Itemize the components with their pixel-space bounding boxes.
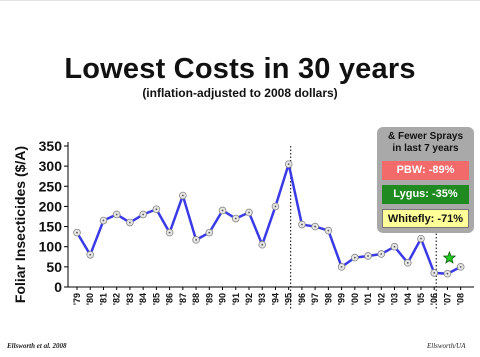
data-point-center <box>248 211 250 214</box>
x-tick-label: '93 <box>257 293 267 305</box>
whitefly-reduction-badge: Whitefly: -71% <box>382 209 469 228</box>
data-point-center <box>274 205 277 208</box>
y-axis-title: Foliar Insecticides ($/A) <box>12 146 28 303</box>
y-tick-label: 350 <box>39 138 63 154</box>
x-tick-label: '96 <box>297 293 307 305</box>
data-point-center <box>261 243 264 246</box>
y-tick-label: 200 <box>39 198 63 214</box>
data-point-center <box>340 265 343 268</box>
data-point-center <box>393 245 396 248</box>
data-point-center <box>115 213 118 216</box>
x-tick-label: '90 <box>218 293 228 305</box>
x-tick-label: '05 <box>416 293 426 305</box>
data-point-center <box>353 256 356 259</box>
lygus-reduction-badge: Lygus: -35% <box>382 185 469 204</box>
star-icon <box>442 250 457 264</box>
data-point-center <box>76 231 78 234</box>
data-point-center <box>181 194 184 197</box>
data-point-center <box>287 163 290 166</box>
data-point-center <box>327 229 330 232</box>
x-tick-label: '98 <box>323 293 333 305</box>
data-point-center <box>301 223 303 226</box>
x-tick-label: '07 <box>442 293 452 305</box>
x-tick-label: '02 <box>376 293 386 305</box>
x-tick-label: '85 <box>151 293 161 305</box>
data-point-center <box>155 208 158 211</box>
data-point-center <box>195 238 197 241</box>
y-tick-label: 250 <box>39 178 63 194</box>
x-tick-label: '99 <box>337 293 347 305</box>
x-tick-label: '94 <box>270 293 280 305</box>
x-tick-label: '95 <box>284 293 294 305</box>
x-tick-label: '86 <box>165 293 175 305</box>
y-tick-label: 150 <box>39 219 63 235</box>
x-tick-label: '03 <box>390 293 400 305</box>
data-point-center <box>314 225 317 228</box>
x-tick-label: '89 <box>204 293 214 305</box>
data-point-center <box>420 237 422 240</box>
x-tick-label: '08 <box>456 293 466 305</box>
data-point-center <box>102 219 105 222</box>
callout-heading: & Fewer Sprays in last 7 years <box>377 131 474 155</box>
data-point-center <box>433 272 436 274</box>
data-point-center <box>446 272 449 275</box>
x-tick-label: '06 <box>429 293 439 305</box>
callout-heading-line-2: in last 7 years <box>392 143 459 154</box>
data-point-center <box>367 255 369 257</box>
data-point-center <box>208 231 211 234</box>
x-tick-label: '91 <box>231 293 241 305</box>
data-point-center <box>459 265 462 268</box>
footer-citation: Ellsworth et al. 2008 <box>7 342 67 350</box>
x-tick-label: '97 <box>310 293 320 305</box>
pbw-reduction-badge: PBW: -89% <box>382 161 469 180</box>
data-point-center <box>380 253 383 255</box>
data-point-center <box>406 261 409 264</box>
x-tick-label: '01 <box>363 293 373 305</box>
data-point-center <box>89 253 92 256</box>
sprays-callout: & Fewer Sprays in last 7 years PBW: -89%… <box>377 127 474 233</box>
x-tick-label: '82 <box>112 293 122 305</box>
y-tick-label: 0 <box>54 279 62 295</box>
data-point-center <box>142 213 145 216</box>
x-tick-label: '92 <box>244 293 254 305</box>
y-tick-label: 300 <box>39 158 63 174</box>
data-point-center <box>234 217 237 220</box>
x-tick-label: '87 <box>178 293 188 305</box>
y-tick-label: 100 <box>39 239 63 255</box>
x-tick-label: '83 <box>125 293 135 305</box>
y-tick-label: 50 <box>46 259 62 275</box>
chart-title: Lowest Costs in 30 years <box>64 53 416 85</box>
data-point-center <box>129 221 131 224</box>
x-tick-label: '81 <box>98 293 108 305</box>
top-divider <box>0 0 480 1</box>
x-tick-label: '88 <box>191 293 201 305</box>
x-tick-label: '00 <box>350 293 360 305</box>
x-tick-label: '80 <box>85 293 95 305</box>
x-tick-label: '04 <box>403 293 413 305</box>
x-tick-label: '84 <box>138 293 148 305</box>
x-tick-label: '79 <box>72 293 82 305</box>
data-point-center <box>168 231 171 234</box>
callout-heading-line-1: & Fewer Sprays <box>387 131 464 142</box>
data-point-center <box>221 209 224 212</box>
footer-credit: Ellsworth/UA <box>427 342 466 350</box>
chart-subtitle: (inflation-adjusted to 2008 dollars) <box>142 86 338 100</box>
